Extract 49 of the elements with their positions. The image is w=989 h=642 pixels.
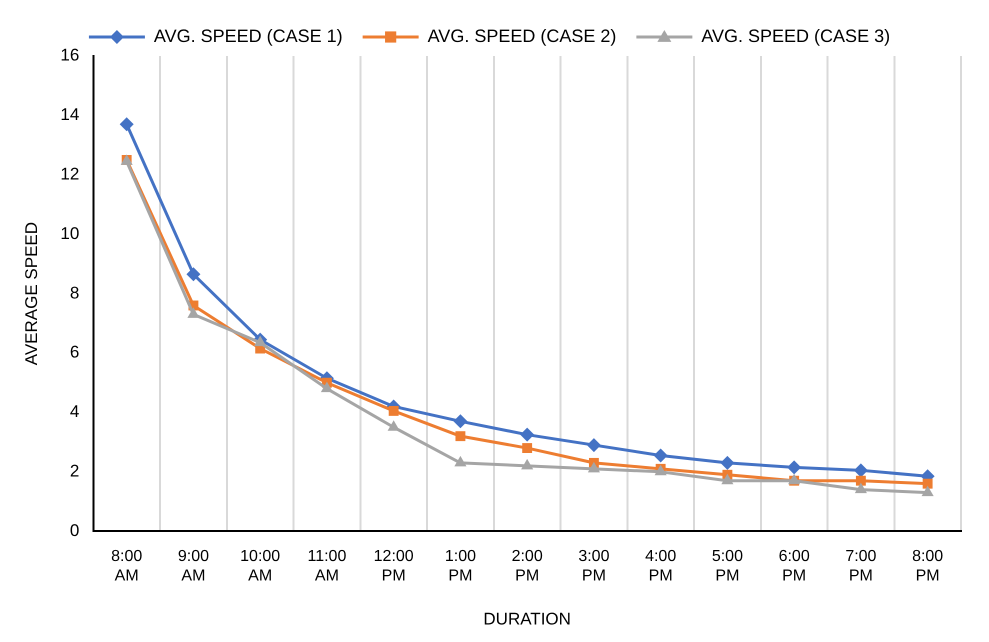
x-tick-label: 8:00 PM: [912, 548, 944, 584]
point: [720, 456, 734, 470]
legend-label: AVG. SPEED (CASE 3): [701, 26, 890, 46]
point: [520, 428, 534, 442]
point: [854, 463, 868, 478]
point: [721, 474, 734, 484]
x-tick-label: 12:00 PM: [374, 548, 414, 584]
y-tick-label: 0: [70, 520, 80, 540]
y-tick-label: 14: [60, 105, 80, 124]
point: [453, 414, 468, 428]
x-tick-label: 3:00 PM: [578, 548, 610, 584]
x-tick-label: 4:00 PM: [645, 548, 676, 584]
legend-label: AVG. SPEED (CASE 1): [154, 26, 343, 46]
point: [654, 448, 668, 462]
point: [922, 478, 933, 489]
point: [388, 406, 399, 416]
x-tick-label: 11:00 AM: [307, 548, 346, 584]
point: [454, 456, 466, 466]
point: [120, 117, 134, 132]
point: [922, 486, 934, 496]
x-tick-label: 2:00 PM: [512, 548, 543, 584]
point: [854, 482, 867, 494]
y-tick-label: 16: [60, 46, 80, 65]
point: [455, 431, 466, 442]
point: [522, 443, 532, 453]
point: [521, 458, 534, 470]
x-tick-label: 1:00 PM: [444, 548, 476, 584]
point: [588, 462, 600, 472]
point: [586, 438, 601, 452]
y-tick-label: 2: [70, 461, 80, 480]
point: [320, 382, 333, 392]
x-tick-label: 6:00 PM: [778, 548, 810, 584]
y-axis-title: AVERAGE SPEED: [22, 222, 41, 366]
point: [186, 267, 200, 282]
x-tick-label: 7:00 PM: [845, 548, 877, 584]
x-tick-label: 10:00 AM: [240, 548, 280, 584]
point: [254, 336, 266, 346]
y-tick-label: 10: [60, 224, 80, 243]
y-tick-label: 4: [70, 402, 80, 422]
x-tick-label: 8:00 AM: [111, 548, 142, 584]
point: [856, 476, 866, 486]
point: [787, 460, 802, 474]
y-tick-label: 12: [60, 164, 80, 184]
x-axis-title: DURATION: [483, 609, 571, 628]
x-tick-label: 5:00 PM: [712, 548, 744, 584]
legend-label: AVG. SPEED (CASE 2): [428, 26, 616, 46]
x-tick-label: 9:00 AM: [178, 548, 210, 584]
y-tick-label: 8: [70, 283, 80, 302]
y-tick-label: 6: [70, 342, 80, 362]
